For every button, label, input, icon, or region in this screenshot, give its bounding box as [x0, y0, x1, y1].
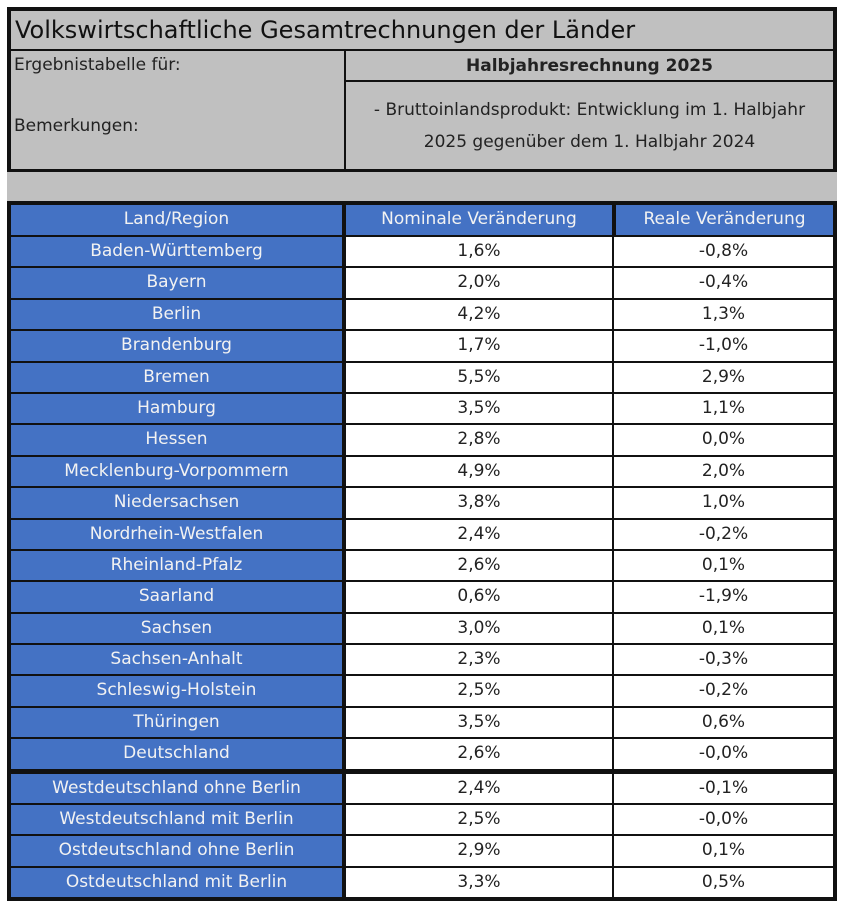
table-row: Hamburg 3,5% 1,1% — [11, 391, 833, 424]
remarks-value: - Bruttoinlandsprodukt: Entwicklung im 1… — [373, 99, 806, 152]
real-change-cell: 0,6% — [614, 707, 833, 738]
real-change-cell: -0,2% — [614, 519, 833, 549]
real-change-cell: 0,0% — [614, 425, 833, 455]
real-change-cell: 2,0% — [614, 456, 833, 487]
table-row: Schleswig-Holstein 2,5% -0,2% — [11, 674, 833, 706]
real-change-cell: -0,0% — [614, 739, 833, 769]
region-cell: Deutschland — [11, 739, 346, 769]
region-cell: Bayern — [11, 268, 346, 298]
region-cell: Schleswig-Holstein — [11, 676, 346, 706]
region-cell: Niedersachsen — [11, 488, 346, 518]
nominal-change-cell: 4,9% — [346, 456, 614, 487]
real-change-cell: -0,1% — [614, 773, 833, 804]
region-cell: Hamburg — [11, 393, 346, 424]
real-change-cell: -0,0% — [614, 805, 833, 835]
nominal-change-cell: 1,7% — [346, 331, 614, 361]
region-cell: Nordrhein-Westfalen — [11, 519, 346, 549]
region-cell: Berlin — [11, 299, 346, 330]
result-label: Ergebnistabelle für: — [11, 51, 346, 82]
region-cell: Ostdeutschland mit Berlin — [11, 867, 346, 898]
nominal-change-cell: 2,6% — [346, 550, 614, 581]
region-cell: Brandenburg — [11, 331, 346, 361]
table-row: Baden-Württemberg 1,6% -0,8% — [11, 235, 833, 267]
real-change-cell: -0,3% — [614, 645, 833, 675]
result-value: Halbjahresrechnung 2025 — [346, 51, 833, 82]
nominal-change-cell: 1,6% — [346, 237, 614, 267]
nominal-change-cell: 3,3% — [346, 867, 614, 898]
remarks-label: Bemerkungen: — [11, 82, 346, 169]
nominal-change-cell: 2,8% — [346, 425, 614, 455]
table-row: Thüringen 3,5% 0,6% — [11, 705, 833, 738]
table-row: Hessen 2,8% 0,0% — [11, 423, 833, 455]
nominal-change-cell: 4,2% — [346, 299, 614, 330]
region-cell: Hessen — [11, 425, 346, 455]
table-row: Bayern 2,0% -0,4% — [11, 266, 833, 298]
real-change-cell: 1,1% — [614, 393, 833, 424]
nominal-change-cell: 3,5% — [346, 707, 614, 738]
table-row: Niedersachsen 3,8% 1,0% — [11, 486, 833, 518]
real-change-cell: 0,1% — [614, 836, 833, 866]
table-row: Bremen 5,5% 2,9% — [11, 360, 833, 392]
page-title: Volkswirtschaftliche Gesamtrechnungen de… — [11, 11, 833, 51]
real-change-cell: 0,1% — [614, 613, 833, 644]
real-change-cell: -0,8% — [614, 237, 833, 267]
nominal-change-cell: 5,5% — [346, 362, 614, 392]
nominal-change-cell: 2,5% — [346, 805, 614, 835]
real-change-cell: 1,0% — [614, 488, 833, 518]
region-cell: Thüringen — [11, 707, 346, 738]
nominal-change-cell: 2,6% — [346, 739, 614, 769]
table-row: Ostdeutschland mit Berlin 3,3% 0,5% — [11, 865, 833, 898]
region-cell: Rheinland-Pfalz — [11, 550, 346, 581]
table-row: Mecklenburg-Vorpommern 4,9% 2,0% — [11, 454, 833, 487]
column-header-nominal: Nominale Veränderung — [346, 205, 616, 235]
nominal-change-cell: 0,6% — [346, 582, 614, 612]
region-cell: Ostdeutschland ohne Berlin — [11, 836, 346, 866]
nominal-change-cell: 2,3% — [346, 645, 614, 675]
real-change-cell: -0,4% — [614, 268, 833, 298]
region-cell: Baden-Württemberg — [11, 237, 346, 267]
real-change-cell: 0,5% — [614, 867, 833, 898]
remarks-row: Bemerkungen: - Bruttoinlandsprodukt: Ent… — [11, 82, 833, 169]
nominal-change-cell: 2,9% — [346, 836, 614, 866]
column-header-real: Reale Veränderung — [616, 205, 833, 235]
nominal-change-cell: 2,4% — [346, 773, 614, 804]
nominal-change-cell: 3,5% — [346, 393, 614, 424]
region-cell: Sachsen — [11, 613, 346, 644]
real-change-cell: 1,3% — [614, 299, 833, 330]
real-change-cell: 2,9% — [614, 362, 833, 392]
region-cell: Mecklenburg-Vorpommern — [11, 456, 346, 487]
spacer-band — [7, 172, 837, 201]
table-row: Westdeutschland mit Berlin 2,5% -0,0% — [11, 803, 833, 835]
real-change-cell: -1,9% — [614, 582, 833, 612]
region-cell: Sachsen-Anhalt — [11, 645, 346, 675]
result-row: Ergebnistabelle für: Halbjahresrechnung … — [11, 51, 833, 82]
real-change-cell: 0,1% — [614, 550, 833, 581]
real-change-cell: -0,2% — [614, 676, 833, 706]
table-row: Sachsen 3,0% 0,1% — [11, 611, 833, 644]
column-header-region: Land/Region — [11, 205, 346, 235]
table-row: Westdeutschland ohne Berlin 2,4% -0,1% — [11, 768, 833, 804]
table-row: Nordrhein-Westfalen 2,4% -0,2% — [11, 517, 833, 549]
results-table: Land/Region Nominale Veränderung Reale V… — [7, 201, 837, 902]
nominal-change-cell: 2,0% — [346, 268, 614, 298]
table-row: Saarland 0,6% -1,9% — [11, 580, 833, 612]
region-cell: Westdeutschland ohne Berlin — [11, 773, 346, 804]
nominal-change-cell: 2,4% — [346, 519, 614, 549]
header-box: Volkswirtschaftliche Gesamtrechnungen de… — [7, 7, 837, 173]
table-row: Brandenburg 1,7% -1,0% — [11, 329, 833, 361]
region-cell: Saarland — [11, 582, 346, 612]
table-header: Land/Region Nominale Veränderung Reale V… — [11, 205, 833, 235]
real-change-cell: -1,0% — [614, 331, 833, 361]
nominal-change-cell: 3,0% — [346, 613, 614, 644]
table-row: Rheinland-Pfalz 2,6% 0,1% — [11, 548, 833, 581]
table-row: Deutschland 2,6% -0,0% — [11, 737, 833, 769]
region-cell: Bremen — [11, 362, 346, 392]
region-cell: Westdeutschland mit Berlin — [11, 805, 346, 835]
nominal-change-cell: 2,5% — [346, 676, 614, 706]
table-row: Sachsen-Anhalt 2,3% -0,3% — [11, 643, 833, 675]
table-row: Ostdeutschland ohne Berlin 2,9% 0,1% — [11, 834, 833, 866]
nominal-change-cell: 3,8% — [346, 488, 614, 518]
table-row: Berlin 4,2% 1,3% — [11, 297, 833, 330]
